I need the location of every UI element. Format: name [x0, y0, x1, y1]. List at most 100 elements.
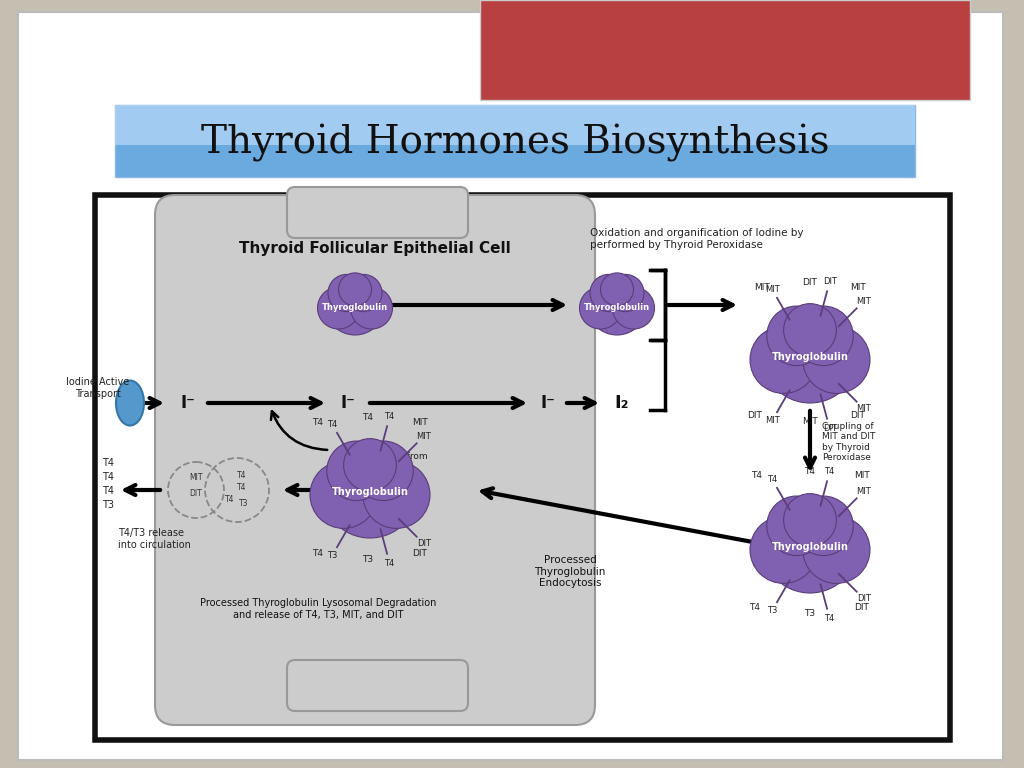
Text: T4: T4 — [327, 419, 337, 429]
Text: T3: T3 — [362, 555, 374, 564]
Circle shape — [600, 273, 634, 306]
Circle shape — [310, 462, 377, 528]
Circle shape — [762, 307, 858, 403]
Text: MIT: MIT — [417, 432, 431, 441]
Text: Thyroid Follicular Epithelial Cell: Thyroid Follicular Epithelial Cell — [240, 240, 511, 256]
Circle shape — [328, 274, 366, 312]
Circle shape — [344, 439, 396, 492]
Text: T4: T4 — [805, 467, 815, 476]
Text: T4: T4 — [238, 472, 247, 481]
Circle shape — [794, 306, 853, 366]
Circle shape — [580, 287, 622, 329]
Bar — [95, 195, 950, 740]
Circle shape — [353, 441, 414, 501]
Text: T3: T3 — [240, 499, 249, 508]
Circle shape — [794, 496, 853, 555]
Text: I₂: I₂ — [614, 394, 630, 412]
Text: DIT: DIT — [189, 489, 203, 498]
Text: DIT: DIT — [748, 411, 763, 420]
Text: T3: T3 — [805, 609, 815, 618]
Text: DIT: DIT — [822, 277, 837, 286]
Text: T4: T4 — [767, 475, 777, 484]
Text: T4: T4 — [312, 418, 324, 427]
Text: DIT: DIT — [803, 278, 817, 287]
Text: T4: T4 — [385, 559, 395, 568]
Text: Iodine Active
Transport: Iodine Active Transport — [67, 377, 130, 399]
Text: MIT: MIT — [754, 283, 770, 292]
Text: Processed
Thyroglobulin
Endocytosis: Processed Thyroglobulin Endocytosis — [535, 555, 605, 588]
Text: Processed Thyroglobulin Lysosomal Degradation
and release of T4, T3, MIT, and DI: Processed Thyroglobulin Lysosomal Degrad… — [200, 598, 436, 620]
Circle shape — [587, 275, 647, 335]
Circle shape — [325, 275, 385, 335]
Text: T4: T4 — [750, 603, 761, 612]
Text: T4: T4 — [102, 472, 114, 482]
Circle shape — [750, 516, 817, 584]
FancyBboxPatch shape — [287, 660, 468, 711]
Text: Iodine salvage from
MIT and DIT: Iodine salvage from MIT and DIT — [338, 452, 428, 472]
Text: Coupling of
MIT and DIT
by Thyroid
Peroxidase: Coupling of MIT and DIT by Thyroid Perox… — [822, 422, 876, 462]
Text: T4: T4 — [362, 413, 374, 422]
Circle shape — [317, 287, 359, 329]
Ellipse shape — [116, 380, 144, 425]
Circle shape — [327, 441, 386, 501]
Circle shape — [362, 462, 430, 528]
Text: Thyroglobulin: Thyroglobulin — [771, 542, 849, 552]
Circle shape — [762, 497, 858, 593]
Circle shape — [339, 273, 372, 306]
Text: Thyroglobulin: Thyroglobulin — [322, 303, 388, 312]
Text: T4: T4 — [824, 467, 835, 476]
FancyArrowPatch shape — [271, 411, 328, 450]
Text: I⁻: I⁻ — [341, 394, 355, 412]
Bar — [115, 105, 915, 177]
Text: Thyroglobulin: Thyroglobulin — [771, 352, 849, 362]
Text: T4: T4 — [752, 471, 763, 480]
Bar — [115, 105, 915, 145]
Text: Oxidation and organification of Iodine by
performed by Thyroid Peroxidase: Oxidation and organification of Iodine b… — [590, 228, 804, 250]
Text: I⁻: I⁻ — [541, 394, 555, 412]
Text: DIT: DIT — [413, 549, 427, 558]
Circle shape — [322, 442, 418, 538]
Text: T4/T3 release
into circulation: T4/T3 release into circulation — [118, 528, 190, 550]
Text: T4: T4 — [385, 412, 395, 421]
Text: DIT: DIT — [851, 411, 865, 420]
Text: I⁻: I⁻ — [180, 394, 196, 412]
Text: T4: T4 — [238, 484, 247, 492]
Text: T4: T4 — [102, 486, 114, 496]
Bar — [480, 0, 970, 100]
Text: MIT: MIT — [856, 296, 871, 306]
Text: MIT: MIT — [854, 471, 869, 480]
Text: MIT: MIT — [189, 474, 203, 482]
Text: T4: T4 — [824, 614, 835, 623]
Text: MIT: MIT — [802, 417, 818, 426]
Circle shape — [345, 274, 382, 312]
FancyBboxPatch shape — [155, 195, 595, 725]
Text: T4: T4 — [312, 549, 324, 558]
Text: T3: T3 — [327, 551, 337, 561]
Text: Thyroid Hormones Biosynthesis: Thyroid Hormones Biosynthesis — [201, 124, 829, 162]
Text: Thyroglobulin: Thyroglobulin — [584, 303, 650, 312]
Circle shape — [607, 274, 644, 312]
FancyBboxPatch shape — [287, 187, 468, 238]
Circle shape — [783, 303, 837, 356]
Circle shape — [803, 326, 870, 393]
Text: DIT: DIT — [855, 603, 869, 612]
Text: MIT: MIT — [765, 416, 779, 425]
Text: T4: T4 — [225, 495, 234, 505]
Circle shape — [750, 326, 817, 393]
Text: MIT: MIT — [856, 487, 871, 496]
Text: MIT: MIT — [856, 404, 871, 413]
Circle shape — [590, 274, 627, 312]
Text: Thyroglobulin: Thyroglobulin — [332, 487, 409, 497]
Circle shape — [767, 306, 826, 366]
Circle shape — [350, 287, 392, 329]
Circle shape — [783, 494, 837, 547]
Circle shape — [767, 496, 826, 555]
Text: DIT: DIT — [417, 539, 431, 548]
Circle shape — [803, 516, 870, 584]
Text: T4: T4 — [102, 458, 114, 468]
Text: DIT: DIT — [822, 424, 837, 433]
Text: T3: T3 — [767, 606, 777, 615]
Text: MIT: MIT — [412, 418, 428, 427]
Text: MIT: MIT — [850, 283, 866, 292]
Text: MIT: MIT — [765, 285, 779, 293]
